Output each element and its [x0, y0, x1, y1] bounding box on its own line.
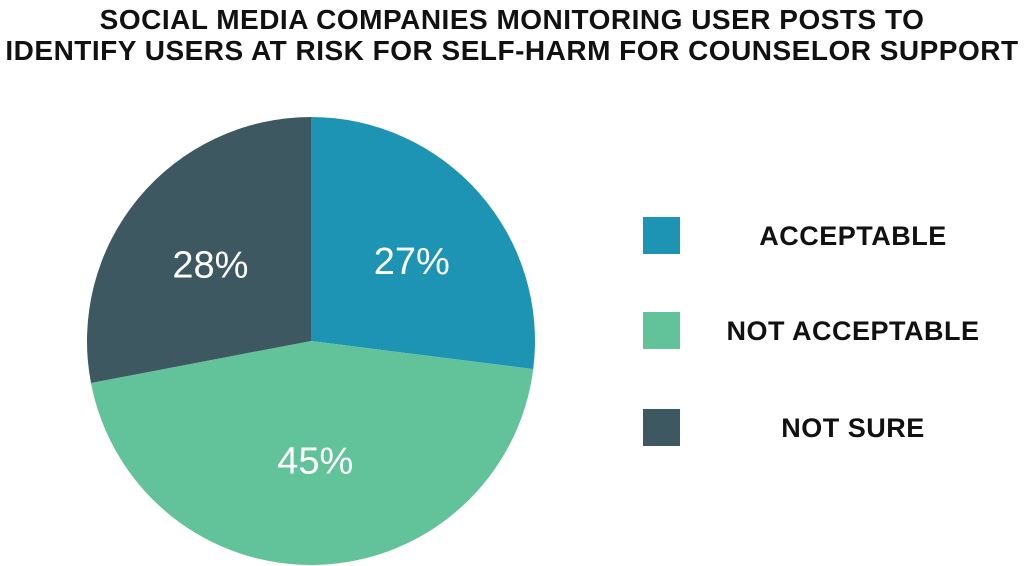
pie-label-acceptable: 27% — [374, 241, 450, 283]
pie-slice-acceptable — [311, 117, 536, 370]
chart-title-line-2: IDENTIFY USERS AT RISK FOR SELF-HARM FOR… — [5, 35, 1019, 66]
pie-slice-not-sure — [86, 117, 311, 383]
legend-item-acceptable: ACCEPTABLE — [643, 217, 1003, 254]
pie-label-not-sure: 28% — [172, 244, 248, 286]
legend-swatch-not-acceptable — [643, 312, 680, 349]
legend-label-not-sure: NOT SURE — [781, 413, 925, 443]
chart-title: SOCIAL MEDIA COMPANIES MONITORING USER P… — [0, 4, 1024, 66]
legend-label-acceptable: ACCEPTABLE — [759, 221, 947, 251]
chart-title-line-1: SOCIAL MEDIA COMPANIES MONITORING USER P… — [99, 4, 925, 35]
pie-slice-not-acceptable — [90, 341, 534, 566]
legend-swatch-acceptable — [643, 217, 680, 254]
legend-item-not-sure: NOT SURE — [643, 409, 1003, 446]
pie-label-not-acceptable: 45% — [277, 440, 353, 482]
legend-label-not-acceptable: NOT ACCEPTABLE — [726, 316, 980, 346]
legend-swatch-not-sure — [643, 409, 680, 446]
legend-item-not-acceptable: NOT ACCEPTABLE — [643, 312, 1003, 349]
